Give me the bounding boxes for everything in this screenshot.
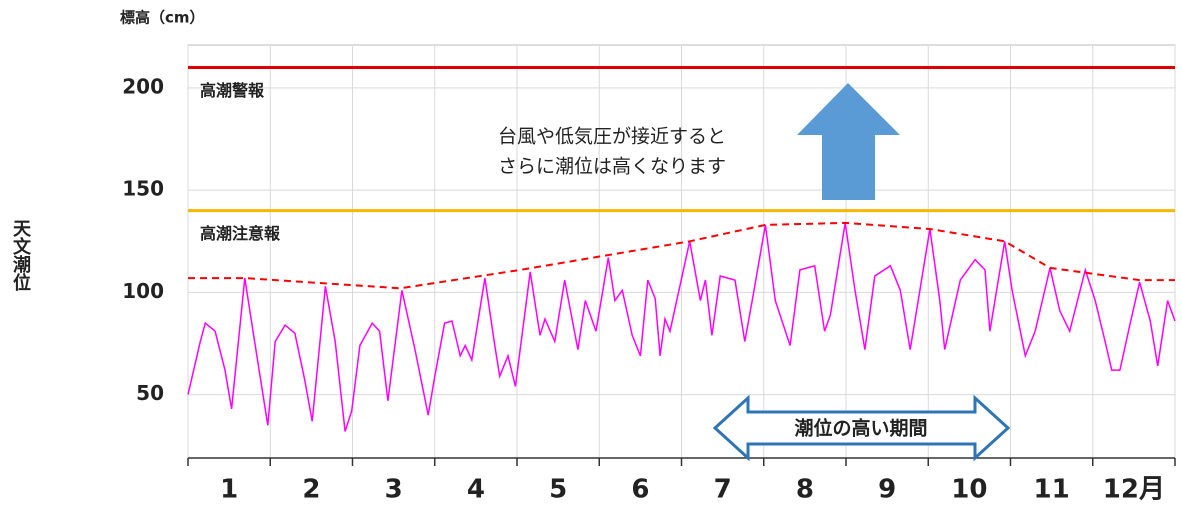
period-arrow xyxy=(712,394,1011,462)
annotation: さらに潮位は高くなります xyxy=(498,156,726,178)
x-tick-label: 1 xyxy=(220,475,238,505)
y-tick-label: 200 xyxy=(122,74,164,98)
y-tick-label: 50 xyxy=(136,381,164,405)
y-axis-label: 天文潮位 xyxy=(10,219,31,292)
threshold-label: 高潮注意報 xyxy=(200,224,281,243)
up-arrow xyxy=(797,83,900,200)
x-tick-label: 2 xyxy=(302,475,320,505)
threshold-label: 高潮警報 xyxy=(200,81,265,100)
x-tick-label: 12月 xyxy=(1103,475,1165,505)
y-tick-label: 150 xyxy=(122,177,164,201)
y-unit: 標高（cm） xyxy=(120,9,205,27)
period-label: 潮位の高い期間 xyxy=(794,417,927,440)
x-tick-label: 10 xyxy=(951,475,987,505)
annotation: 台風や低気圧が接近すると xyxy=(498,126,726,148)
x-tick-label: 8 xyxy=(796,475,814,505)
y-tick-label: 100 xyxy=(122,279,164,303)
x-tick-label: 7 xyxy=(714,475,732,505)
x-tick-label: 9 xyxy=(878,475,896,505)
x-tick-label: 11 xyxy=(1034,475,1070,505)
x-tick-label: 3 xyxy=(385,475,403,505)
x-tick-label: 5 xyxy=(549,475,567,505)
x-tick-label: 4 xyxy=(467,475,485,505)
series-line xyxy=(188,221,1175,290)
series-line xyxy=(187,222,1176,432)
x-tick-label: 6 xyxy=(631,475,649,505)
